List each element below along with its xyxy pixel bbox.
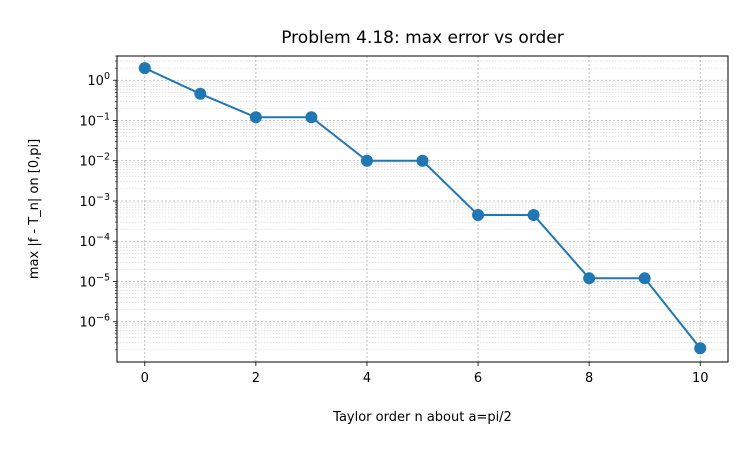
data-point [416,154,429,167]
chart-title: Problem 4.18: max error vs order [281,28,564,48]
x-axis-label: Taylor order n about a=pi/2 [332,410,512,425]
y-tick-label: 10−5 [79,272,110,290]
data-point [138,62,151,75]
y-tick-exponent: −2 [96,152,110,163]
plot-frame [116,55,729,363]
ticks: 100 10−1 10−2 10−3 10−4 10−5 10−6 0 2 4 6 8 10 [79,55,709,386]
data-point [194,87,207,100]
y-tick-exponent: −4 [96,232,110,243]
data-point [694,342,707,355]
x-tick-label: 8 [585,371,593,386]
y-tick-label: 10−6 [79,313,110,331]
data-point [583,272,596,285]
data-point [360,154,373,167]
y-tick-exponent: −3 [96,192,110,203]
data-point [638,272,651,285]
y-tick-exponent: −1 [96,111,110,122]
y-tick-label: 10−4 [79,232,110,250]
y-axis-label: max |f - T_n| on [0,pi] [27,139,42,279]
data-point [472,208,485,221]
data-point [305,111,318,124]
y-tick-label: 10−2 [79,152,110,170]
y-tick-exponent: 0 [104,71,110,82]
grid [117,55,728,362]
data-point [249,111,262,124]
series-line [144,67,702,349]
data-point [527,208,540,221]
x-tick-label: 6 [474,371,482,386]
x-tick-label: 10 [692,371,709,386]
y-tick-label: 10−3 [79,192,110,210]
x-tick-label: 4 [363,371,371,386]
y-tick-exponent: −6 [96,313,110,324]
y-tick-label: 10−1 [79,111,110,129]
x-tick-label: 0 [141,371,149,386]
y-tick-exponent: −5 [96,272,110,283]
y-tick-label: 100 [87,71,110,89]
series-layer [138,62,707,355]
x-tick-label: 2 [252,371,260,386]
